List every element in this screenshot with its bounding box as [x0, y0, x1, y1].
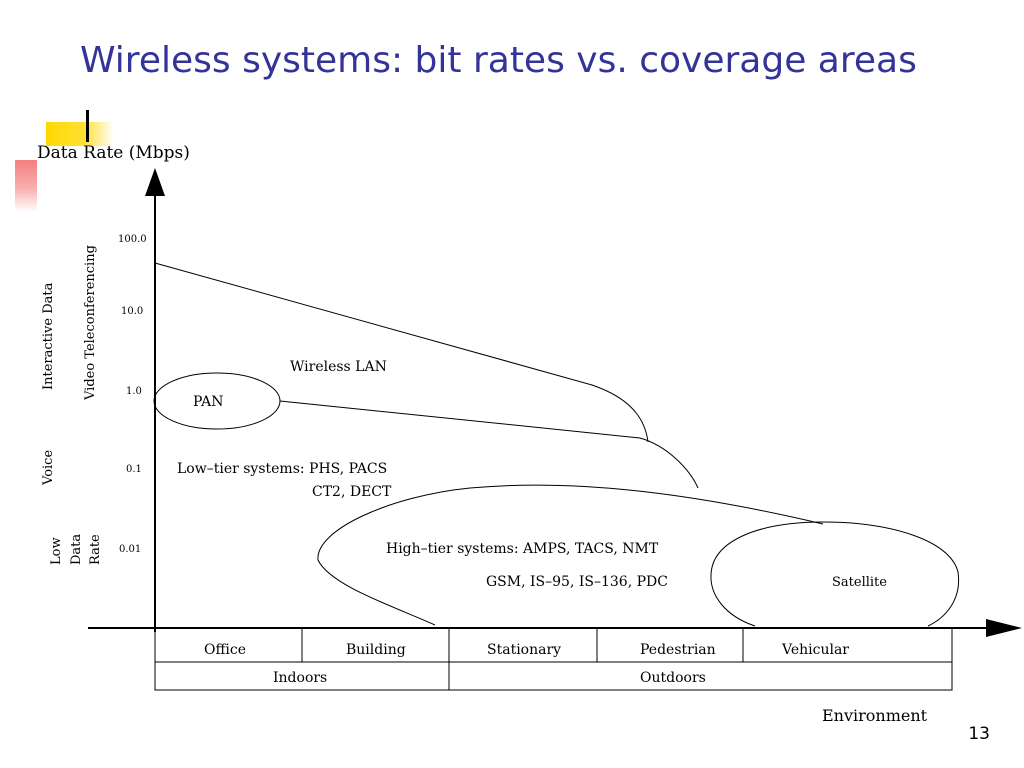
environment-group-label: Outdoors — [640, 670, 706, 686]
high-tier-label: High–tier systems: AMPS, TACS, NMT — [386, 541, 659, 557]
y-category-interactive-data: Interactive Data — [41, 282, 56, 390]
environment-column-label: Pedestrian — [640, 642, 716, 658]
y-axis-title: Data Rate (Mbps) — [37, 143, 190, 163]
y-tick-label: 1.0 — [126, 386, 142, 397]
y-tick-label: 100.0 — [118, 234, 147, 245]
y-tick-label: 0.01 — [119, 544, 141, 555]
page-number: 13 — [968, 724, 990, 744]
wireless-lan-label: Wireless LAN — [290, 359, 387, 375]
y-category-low-data-rate: Rate — [88, 534, 103, 565]
slide-title: Wireless systems: bit rates vs. coverage… — [80, 40, 917, 81]
y-category-low-data-rate: Data — [69, 534, 84, 565]
y-tick-label: 10.0 — [121, 306, 143, 317]
y-category-video-teleconferencing: Video Teleconferencing — [83, 245, 98, 401]
low-tier-boundary — [279, 400, 699, 489]
satellite-region — [710, 521, 960, 627]
environment-table — [154, 627, 953, 691]
high-tier-label: GSM, IS–95, IS–136, PDC — [486, 574, 668, 590]
title-accent-yellow-bar — [46, 122, 114, 146]
satellite-label: Satellite — [832, 575, 887, 590]
high-tier-region — [317, 484, 824, 626]
pan-label: PAN — [193, 394, 224, 410]
x-axis-arrowhead — [986, 619, 1022, 637]
wireless-lan-boundary — [154, 262, 649, 443]
environment-column-label: Building — [346, 642, 406, 658]
x-axis-title: Environment — [822, 706, 928, 725]
low-tier-label: CT2, DECT — [312, 484, 392, 500]
y-category-voice: Voice — [41, 450, 56, 486]
environment-column-label: Vehicular — [781, 642, 849, 658]
y-axis-arrowhead — [145, 168, 165, 196]
title-accent-black-bar — [86, 110, 89, 142]
environment-column-label: Office — [204, 642, 246, 658]
y-tick-label: 0.1 — [126, 464, 142, 475]
y-category-low-data-rate: Low — [49, 537, 64, 565]
low-tier-label: Low–tier systems: PHS, PACS — [177, 461, 387, 477]
environment-column-label: Stationary — [487, 642, 561, 658]
environment-group-label: Indoors — [273, 670, 327, 686]
title-accent-red-bar — [15, 160, 37, 212]
